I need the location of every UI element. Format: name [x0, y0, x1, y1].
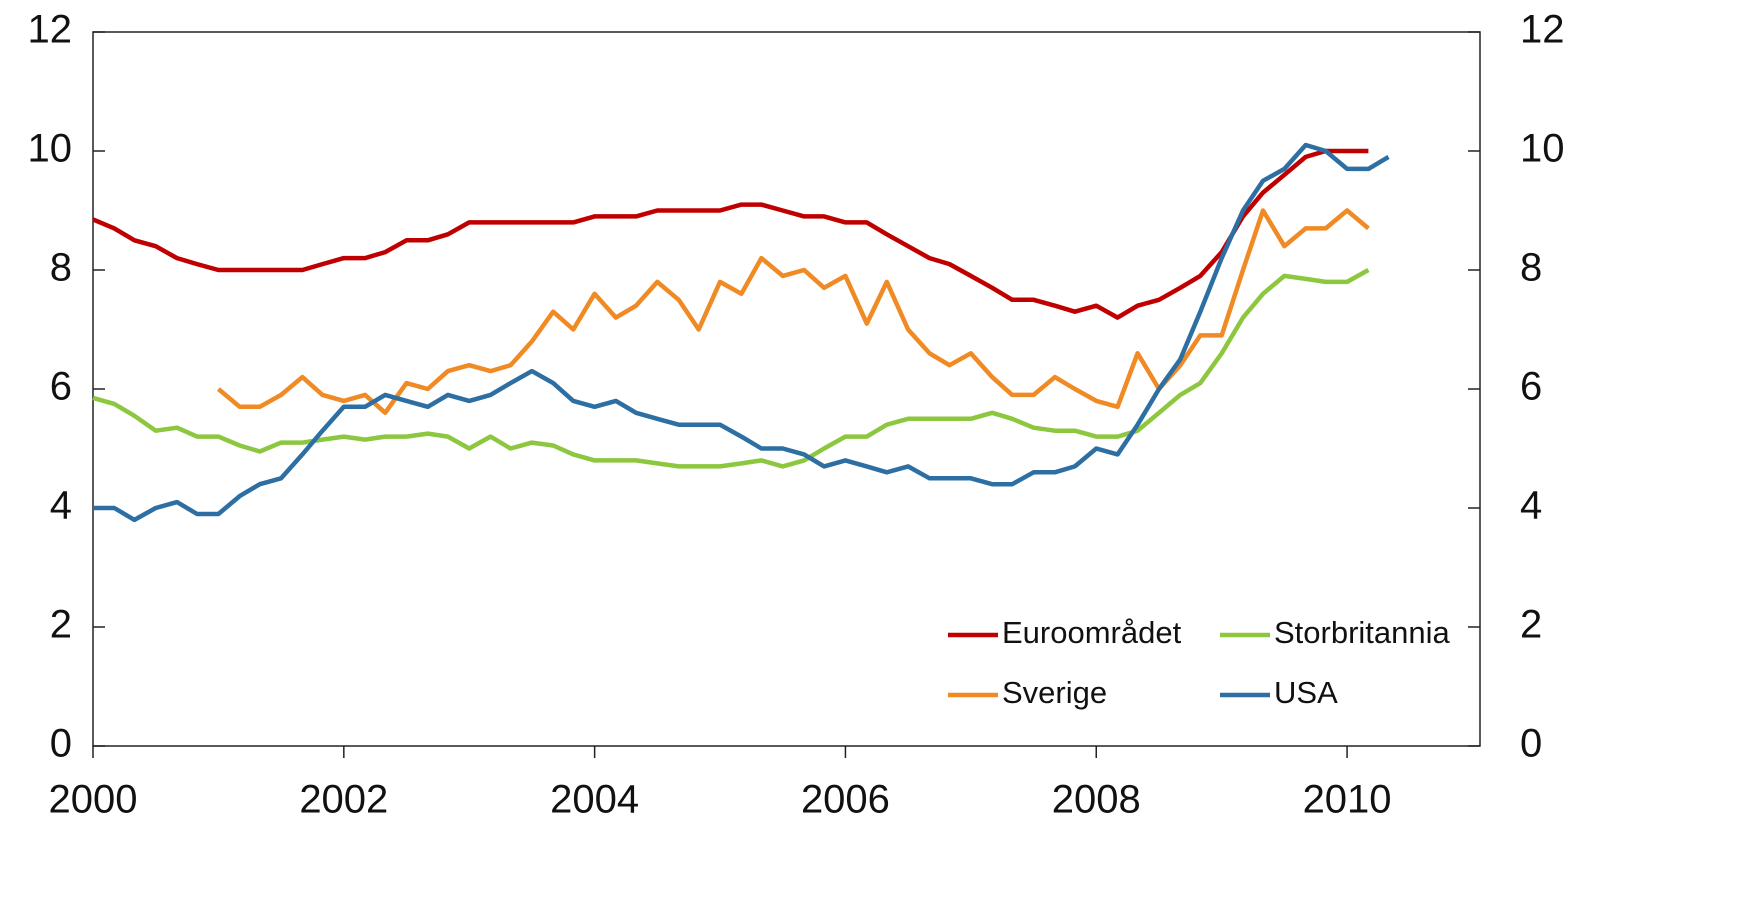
y2-tick-label: 4: [1520, 484, 1542, 528]
x-tick-label: 2000: [49, 778, 138, 822]
y-tick-label: 0: [50, 722, 72, 766]
x-tick-label: 2010: [1303, 778, 1392, 822]
x-tick-label: 2004: [550, 778, 639, 822]
series-line: [92, 268, 1370, 469]
y2-tick-label: 8: [1520, 246, 1542, 290]
x-tick-label: 2008: [1052, 778, 1141, 822]
y-tick-label: 4: [50, 484, 72, 528]
y2-tick-label: 12: [1520, 8, 1565, 52]
y-tick-label: 8: [50, 246, 72, 290]
legend-label: Euroområdet: [1002, 615, 1182, 650]
y2-tick-label: 0: [1520, 722, 1542, 766]
series-line: [92, 148, 1369, 320]
legend-label: Storbritannia: [1274, 615, 1451, 650]
y2-tick-label: 6: [1520, 365, 1542, 409]
legend-label: USA: [1274, 675, 1338, 710]
y2-tick-label: 10: [1520, 127, 1565, 171]
series-line: [216, 208, 1370, 416]
y-tick-label: 12: [28, 8, 73, 52]
x-tick-label: 2006: [801, 778, 890, 822]
plot-frame: [92, 31, 1481, 747]
series-line: [93, 142, 1390, 523]
y-tick-label: 6: [50, 365, 72, 409]
legend-label: Sverige: [1002, 675, 1107, 710]
y-tick-label: 10: [28, 127, 73, 171]
x-tick-label: 2002: [299, 778, 388, 822]
y2-tick-label: 2: [1520, 603, 1542, 647]
y-tick-label: 2: [50, 603, 72, 647]
